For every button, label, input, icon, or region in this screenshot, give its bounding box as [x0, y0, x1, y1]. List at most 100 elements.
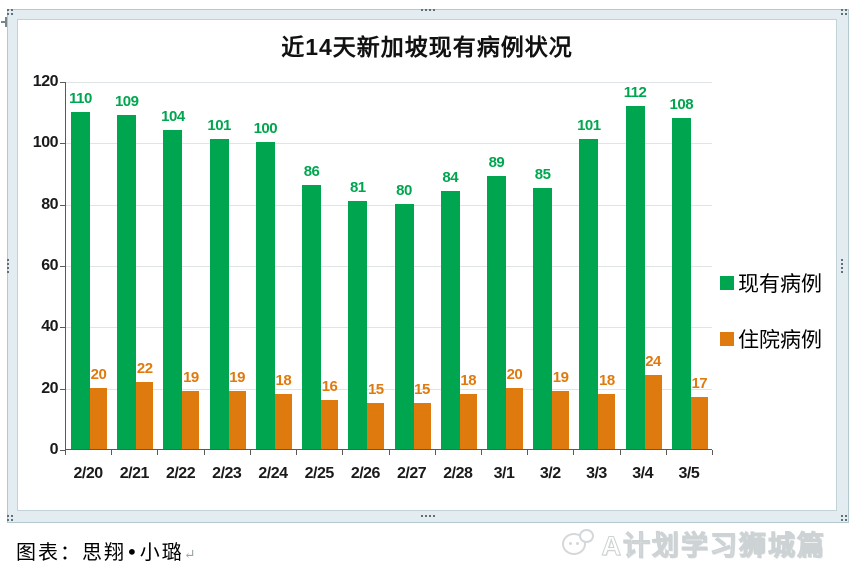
bar-existing-cases	[579, 139, 599, 449]
chart-object-frame[interactable]: 近14天新加坡现有病例状况 110 20 109 22 104 19 101 19 100 18 8…	[7, 9, 849, 523]
x-tick-label: 2/22	[165, 465, 196, 482]
bar-value-label: 24	[645, 353, 661, 371]
bar-value-label: 108	[669, 95, 694, 113]
bar-value-label: 101	[207, 117, 231, 135]
resize-handle[interactable]	[7, 9, 15, 15]
bar-existing-cases	[209, 139, 229, 449]
bar-hospitalized-cases	[228, 390, 246, 449]
legend: 现有病例 住院病例	[720, 268, 822, 380]
bar-hospitalized-cases	[274, 393, 292, 449]
bar-existing-cases	[255, 142, 275, 449]
bar-hospitalized-cases	[505, 387, 523, 449]
bar-hospitalized-cases	[413, 403, 431, 449]
bar-value-label: 18	[275, 371, 292, 389]
bar-value-label: 22	[136, 359, 153, 377]
bar-value-label: 17	[691, 374, 708, 392]
bar-value-label: 100	[253, 120, 278, 138]
y-tick-label: 60	[41, 257, 58, 274]
bar-value-label: 101	[577, 117, 601, 135]
legend-label: 现有病例	[738, 272, 822, 296]
watermark: A计划学习狮城篇	[561, 524, 827, 563]
x-tick-label: 3/5	[678, 465, 700, 482]
bar-hospitalized-cases	[459, 393, 477, 449]
bar-existing-cases	[71, 111, 90, 449]
x-tick-mark	[619, 450, 621, 455]
x-tick-mark	[249, 450, 251, 455]
x-tick-label: 2/23	[212, 465, 242, 482]
x-tick-label: 2/24	[258, 465, 288, 482]
resize-handle[interactable]	[421, 515, 435, 517]
bar-existing-cases	[302, 185, 322, 449]
x-tick-label: 2/25	[304, 465, 335, 482]
object-anchor-icon	[1, 17, 11, 27]
x-tick-mark	[65, 450, 66, 455]
logo-bubble-small	[578, 528, 594, 543]
bar-existing-cases	[486, 176, 506, 449]
bar-hospitalized-cases	[321, 399, 339, 449]
y-tick-label: 40	[41, 318, 58, 336]
resize-handle[interactable]	[841, 515, 849, 521]
logo-eye	[575, 541, 579, 545]
x-tick-mark	[296, 450, 298, 455]
chart-caption: 图表：思翔•小璐↵	[16, 536, 196, 565]
y-tick-mark	[60, 204, 65, 206]
x-tick-mark	[573, 450, 575, 455]
x-tick-mark	[665, 450, 667, 455]
bar-value-label: 19	[229, 368, 245, 386]
x-tick-label: 2/20	[73, 465, 104, 482]
watermark-text: A计划学习狮城篇	[601, 531, 826, 562]
gridline	[66, 327, 712, 329]
legend-item: 现有病例	[720, 268, 822, 298]
bar-existing-cases	[163, 130, 183, 449]
y-tick-mark	[60, 388, 65, 390]
x-tick-mark	[203, 450, 205, 455]
legend-swatch	[720, 332, 734, 346]
bar-existing-cases	[533, 188, 553, 449]
gridline	[66, 143, 712, 145]
bar-value-label: 15	[414, 381, 430, 398]
plot-area: 110 20 109 22 104 19 101 19 100 18 86 16 81 15 80 15 84 1…	[65, 82, 712, 450]
x-tick-label: 2/21	[119, 465, 150, 482]
resize-handle[interactable]	[7, 259, 9, 273]
gridline	[66, 204, 712, 206]
bar-value-label: 18	[460, 371, 477, 389]
bar-value-label: 19	[183, 368, 199, 386]
y-tick-label: 120	[32, 73, 59, 90]
bar-value-label: 86	[303, 163, 320, 181]
wechat-logo-icon	[561, 528, 596, 559]
x-tick-mark	[388, 450, 390, 455]
bar-value-label: 85	[534, 166, 551, 184]
gridline	[66, 388, 712, 390]
bar-existing-cases	[394, 203, 414, 449]
bar-value-label: 20	[506, 365, 523, 383]
paragraph-mark-icon: ↵	[183, 547, 196, 563]
gridline	[66, 82, 712, 83]
y-tick-label: 100	[32, 134, 59, 152]
x-tick-mark	[157, 450, 159, 455]
bar-value-label: 80	[396, 181, 412, 199]
bar-existing-cases	[117, 114, 137, 449]
resize-handle[interactable]	[841, 259, 843, 273]
x-tick-label: 3/3	[586, 465, 607, 482]
chart-canvas: 近14天新加坡现有病例状况 110 20 109 22 104 19 101 19 100 18 8…	[17, 19, 837, 511]
y-tick-mark	[60, 327, 65, 329]
bar-value-label: 84	[442, 169, 459, 187]
bar-hospitalized-cases	[552, 390, 570, 449]
x-tick-mark	[111, 450, 113, 455]
x-tick-label: 3/4	[632, 465, 654, 482]
resize-handle[interactable]	[841, 9, 849, 15]
bar-value-label: 89	[488, 154, 505, 172]
x-tick-label: 3/1	[493, 465, 515, 482]
resize-handle[interactable]	[421, 9, 435, 11]
y-tick-label: 0	[49, 441, 59, 458]
y-tick-mark	[60, 143, 65, 145]
chart-title: 近14天新加坡现有病例状况	[281, 34, 573, 60]
bar-hospitalized-cases	[367, 403, 385, 449]
logo-eye	[568, 541, 572, 545]
resize-handle[interactable]	[7, 515, 15, 521]
bar-value-label: 104	[161, 108, 185, 126]
x-tick-mark	[527, 450, 529, 455]
bar-value-label: 109	[114, 92, 139, 110]
x-tick-mark	[480, 450, 482, 455]
caption-text: 图表：思翔•小璐	[16, 540, 184, 564]
